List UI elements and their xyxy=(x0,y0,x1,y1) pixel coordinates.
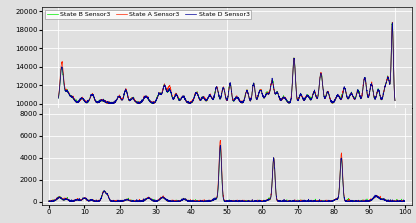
State B Sensor3 xyxy=(56,97,61,99)
Line: State D Sensor3: State D Sensor3 xyxy=(49,145,405,202)
State B Sensor3 xyxy=(357,200,362,202)
State D Sensor3 xyxy=(200,97,205,99)
State A Sensor3 xyxy=(185,101,190,103)
State D Sensor3 xyxy=(114,98,119,100)
State A Sensor3 xyxy=(46,200,51,203)
State D Sensor3 xyxy=(87,199,92,201)
State B Sensor3 xyxy=(200,96,205,99)
State A Sensor3 xyxy=(198,199,203,202)
State B Sensor3 xyxy=(108,200,113,202)
State A Sensor3 xyxy=(114,98,119,101)
State D Sensor3 xyxy=(396,200,401,202)
State A Sensor3 xyxy=(386,77,391,80)
State A Sensor3 xyxy=(357,200,362,203)
State A Sensor3 xyxy=(402,200,407,202)
Line: State B Sensor3: State B Sensor3 xyxy=(58,22,395,104)
Line: State D Sensor3: State D Sensor3 xyxy=(58,23,395,104)
State A Sensor3 xyxy=(108,200,113,202)
State D Sensor3 xyxy=(386,78,391,80)
State A Sensor3 xyxy=(109,102,114,105)
State A Sensor3 xyxy=(396,200,401,203)
State B Sensor3 xyxy=(393,99,398,102)
State A Sensor3 xyxy=(218,139,223,142)
State B Sensor3 xyxy=(390,21,395,24)
State A Sensor3 xyxy=(350,93,355,96)
Line: State A Sensor3: State A Sensor3 xyxy=(49,140,405,202)
State B Sensor3 xyxy=(386,77,391,80)
State D Sensor3 xyxy=(218,144,223,147)
State D Sensor3 xyxy=(108,102,113,105)
State D Sensor3 xyxy=(277,200,282,203)
State A Sensor3 xyxy=(390,21,395,24)
Legend: State B Sensor3, State A Sensor3, State D Sensor3: State B Sensor3, State A Sensor3, State … xyxy=(45,10,252,19)
State A Sensor3 xyxy=(183,199,188,201)
State B Sensor3 xyxy=(396,200,401,203)
State A Sensor3 xyxy=(56,96,61,99)
State B Sensor3 xyxy=(198,200,203,203)
State D Sensor3 xyxy=(393,99,398,102)
State A Sensor3 xyxy=(357,200,362,202)
Line: State B Sensor3: State B Sensor3 xyxy=(49,146,405,202)
State B Sensor3 xyxy=(188,102,193,105)
Line: State A Sensor3: State A Sensor3 xyxy=(58,22,395,104)
State B Sensor3 xyxy=(94,100,99,103)
State A Sensor3 xyxy=(94,101,99,104)
State D Sensor3 xyxy=(350,93,355,96)
State D Sensor3 xyxy=(46,200,51,203)
State D Sensor3 xyxy=(94,100,99,103)
State B Sensor3 xyxy=(350,94,355,96)
State D Sensor3 xyxy=(390,21,395,24)
State D Sensor3 xyxy=(357,200,362,203)
State B Sensor3 xyxy=(185,101,190,104)
State B Sensor3 xyxy=(318,200,323,203)
State B Sensor3 xyxy=(46,200,51,203)
State A Sensor3 xyxy=(87,200,92,202)
State D Sensor3 xyxy=(56,97,61,99)
State D Sensor3 xyxy=(402,200,407,202)
State B Sensor3 xyxy=(114,98,119,101)
State A Sensor3 xyxy=(200,97,205,100)
State D Sensor3 xyxy=(183,198,188,201)
State D Sensor3 xyxy=(198,200,203,203)
State B Sensor3 xyxy=(402,200,407,203)
State B Sensor3 xyxy=(183,198,188,201)
State B Sensor3 xyxy=(87,199,92,201)
State A Sensor3 xyxy=(393,99,398,102)
State D Sensor3 xyxy=(108,199,113,202)
State D Sensor3 xyxy=(185,101,190,104)
State B Sensor3 xyxy=(218,144,223,147)
